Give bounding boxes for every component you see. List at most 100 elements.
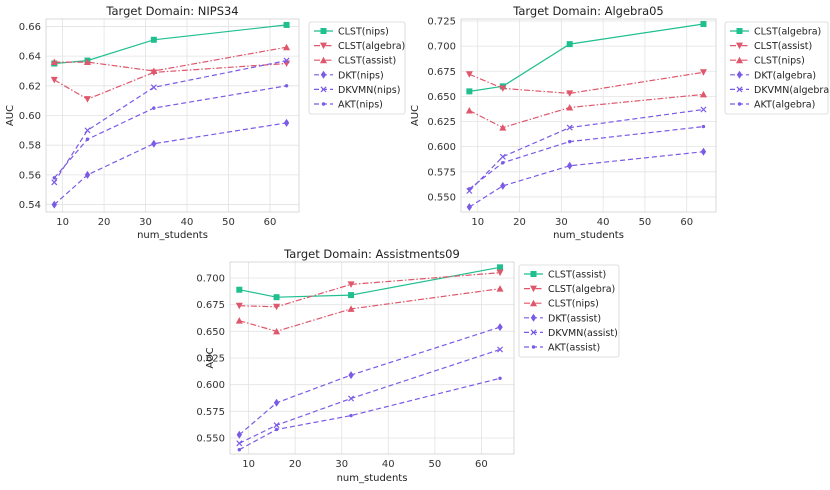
data-point — [466, 202, 473, 211]
data-point — [700, 21, 707, 28]
data-point — [465, 71, 473, 78]
data-point — [284, 84, 289, 88]
series-line-2 — [469, 93, 704, 129]
data-point — [566, 124, 573, 131]
data-point — [283, 43, 291, 51]
data-point — [700, 106, 707, 113]
legend-marker — [531, 345, 536, 349]
data-point — [85, 137, 90, 141]
series-line-2 — [54, 46, 287, 72]
data-point — [466, 187, 473, 194]
data-point — [699, 69, 707, 76]
series-line-5 — [53, 85, 287, 179]
x-tick-label: 50 — [222, 217, 235, 228]
data-point — [237, 448, 242, 452]
y-tick-label: 0.54 — [19, 200, 41, 211]
x-tick-label: 30 — [555, 217, 568, 228]
data-point — [150, 67, 158, 74]
y-tick-label: 0.600 — [196, 380, 225, 391]
legend-marker — [530, 285, 537, 293]
x-tick-label: 60 — [264, 217, 277, 228]
data-point — [83, 96, 91, 103]
y-tick-label: 0.650 — [427, 92, 456, 103]
data-point — [52, 176, 56, 180]
data-point — [348, 395, 355, 402]
legend-label: AKT(algebra) — [754, 100, 815, 111]
data-point — [348, 371, 354, 380]
data-point — [283, 57, 290, 64]
x-tick-label: 40 — [597, 217, 610, 228]
data-point — [500, 181, 506, 190]
data-point — [496, 285, 504, 292]
chart-panel-2: 10 20 30 40 50 60 0.550 0.575 0.600 0.625 0.650 0.6… — [196, 247, 620, 484]
data-point — [236, 430, 243, 439]
series-line-2 — [239, 288, 501, 332]
data-point — [84, 127, 91, 134]
legend-label: CLST(algebra) — [548, 284, 615, 295]
data-point — [700, 147, 707, 156]
data-point — [701, 124, 706, 129]
legend-label: AKT(nips) — [338, 100, 383, 111]
legend-marker — [737, 102, 742, 106]
data-point — [349, 413, 353, 418]
data-point — [273, 422, 280, 429]
series-line-3 — [469, 151, 704, 208]
data-point — [51, 200, 57, 209]
x-tick-label: 50 — [428, 459, 441, 470]
legend-label: CLST(assist) — [754, 41, 812, 52]
legend-label: DKT(nips) — [338, 70, 384, 81]
legend-label: CLST(nips) — [548, 299, 599, 310]
legend-marker — [736, 28, 743, 34]
series-line-3 — [238, 326, 501, 436]
legend-marker — [320, 86, 327, 93]
data-point — [50, 58, 58, 66]
legend-marker — [320, 56, 327, 64]
data-point — [150, 84, 157, 91]
legend-label: CLST(assist) — [338, 56, 396, 67]
data-point — [566, 41, 573, 48]
x-axis-label: num_students — [553, 230, 624, 241]
y-tick-label: 0.60 — [19, 111, 41, 122]
data-point — [566, 90, 574, 97]
y-tick-label: 0.550 — [427, 192, 456, 203]
data-point — [283, 21, 290, 28]
data-point — [566, 161, 573, 170]
y-tick-label: 0.675 — [427, 67, 456, 78]
data-point — [497, 264, 504, 271]
legend-marker — [530, 329, 537, 336]
legend: CLST(algebra) CLST(assist) CLST(nips) DKT(a… — [724, 21, 830, 115]
series-line-4 — [239, 348, 501, 444]
legend-marker — [736, 42, 743, 50]
legend-label: CLST(assist) — [548, 270, 606, 281]
legend-marker — [321, 102, 326, 106]
legend-marker — [320, 42, 327, 50]
legend-label: DKT(algebra) — [754, 70, 816, 81]
legend-marker — [320, 28, 327, 34]
legend-label: DKVMN(nips) — [338, 85, 400, 96]
data-point — [567, 139, 572, 144]
legend-box — [518, 264, 620, 358]
legend-marker — [320, 70, 327, 79]
data-point — [566, 103, 574, 111]
legend-marker — [530, 299, 537, 307]
data-point — [347, 281, 355, 288]
x-tick-label: 20 — [513, 217, 526, 228]
x-tick-label: 60 — [475, 459, 488, 470]
series-line-4 — [468, 108, 704, 192]
y-tick-label: 0.725 — [427, 17, 456, 28]
series-line-5 — [469, 126, 704, 190]
y-tick-label: 0.700 — [427, 42, 456, 53]
legend-marker — [736, 86, 743, 93]
plot-frame — [460, 18, 717, 213]
series-line-4 — [53, 60, 287, 183]
x-tick-label: 10 — [56, 217, 69, 228]
series-line-1 — [53, 62, 287, 100]
data-point — [236, 286, 243, 293]
y-tick-label: 0.625 — [427, 117, 456, 128]
data-point — [151, 139, 157, 148]
x-tick-label: 60 — [680, 217, 693, 228]
legend-box — [308, 21, 406, 115]
legend-label: DKT(assist) — [548, 313, 601, 324]
x-tick-label: 40 — [382, 459, 395, 470]
data-point — [273, 303, 281, 311]
